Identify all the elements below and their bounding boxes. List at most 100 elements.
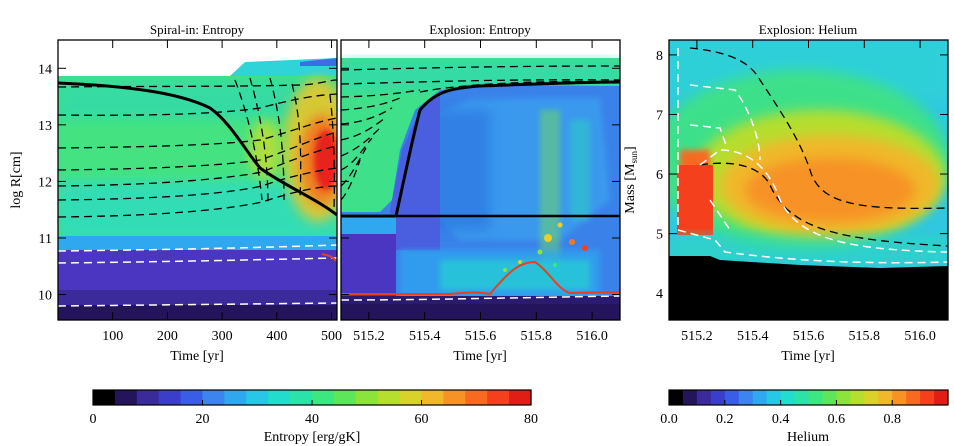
colorbar-swatch — [202, 390, 225, 405]
x-tick-label: 300 — [212, 329, 233, 344]
x-tick-label: 516.0 — [576, 329, 608, 344]
xlabel-b: Time [yr] — [453, 349, 507, 364]
ylabel-c-sub: sun — [629, 151, 639, 164]
colorbar-swatch — [892, 390, 907, 405]
title-a: Spiral-in: Entropy — [150, 22, 245, 37]
tick-labels: 100 200 300 400 500 10 11 12 13 14 515.2 515.4 515.6… — [38, 49, 936, 344]
colorbar-swatch — [766, 390, 782, 405]
heatmap-a — [58, 40, 337, 320]
x-tick-label: 400 — [266, 329, 287, 344]
colorbar-swatch — [920, 390, 935, 405]
colorbar-swatch — [268, 390, 291, 405]
colorbar-swatch — [864, 390, 879, 405]
ylabel-a: log R[cm] — [9, 151, 24, 208]
colorbar-swatch — [158, 390, 182, 405]
y-tick-label: 7 — [656, 108, 663, 123]
xlabel-c: Time [yr] — [781, 349, 835, 364]
colorbar-swatch — [696, 390, 712, 405]
colorbar-tick-label: 0.4 — [772, 412, 790, 427]
colorbar-tick-label: 0.8 — [883, 412, 901, 427]
colorbar-swatch — [377, 390, 401, 405]
thick-black-curve-a — [58, 81, 337, 217]
colorbar-swatch — [290, 390, 313, 405]
colorbar-swatch — [710, 390, 726, 405]
colorbar-tick-label: 20 — [196, 412, 210, 427]
colorbar-entropy: 0 20 40 60 80 Entropy [erg/gK] — [90, 389, 538, 445]
colorbar-helium: 0.0 0.2 0.4 0.6 0.8 Helium — [660, 389, 949, 445]
ticks-a — [58, 40, 337, 320]
y-tick-label: 11 — [39, 232, 52, 247]
panel-explosion-helium — [668, 39, 949, 321]
colorbar-tick-label: 80 — [524, 412, 538, 427]
colorbar-swatch — [246, 390, 269, 405]
x-tick-label: 100 — [102, 329, 123, 344]
colorbar-helium-label: Helium — [787, 430, 829, 445]
colorbar-tick-label: 0.6 — [828, 412, 846, 427]
hot-spots-b — [503, 222, 588, 272]
ticks-c — [669, 40, 948, 320]
y-tick-label: 12 — [38, 175, 52, 190]
y-tick-label: 6 — [656, 168, 663, 183]
red-line-b — [341, 260, 620, 296]
title-b: Explosion: Entropy — [429, 22, 531, 37]
colorbar-swatch — [850, 390, 865, 405]
panel-explosion-entropy — [340, 39, 621, 321]
y-tick-label: 4 — [656, 287, 663, 302]
x-tick-label: 515.4 — [737, 329, 769, 344]
colorbar-swatch — [487, 390, 510, 405]
x-tick-label: 515.2 — [353, 329, 385, 344]
colorbar-swatch — [224, 390, 247, 405]
colorbar-swatch — [724, 390, 740, 405]
colorbar-tick-label: 0.0 — [660, 412, 678, 427]
colorbar-swatch — [682, 390, 698, 405]
colorbar-swatch — [669, 390, 684, 405]
colorbar-swatch — [822, 390, 837, 405]
y-tick-label: 14 — [38, 62, 52, 77]
y-tick-label: 13 — [38, 119, 52, 134]
colorbar-swatch — [180, 390, 204, 405]
colorbar-swatch — [808, 390, 824, 405]
x-tick-label: 515.6 — [793, 329, 825, 344]
colorbar-swatch — [399, 390, 423, 405]
x-tick-label: 515.2 — [681, 329, 713, 344]
colorbar-swatch — [93, 390, 116, 405]
colorbar-tick-label: 40 — [305, 412, 319, 427]
ylabel-c-close: ] — [623, 146, 638, 151]
y-tick-label: 5 — [656, 228, 663, 243]
ylabel-c-main: Mass [M — [623, 163, 638, 214]
colorbar-tick-label: 60 — [415, 412, 429, 427]
x-tick-label: 515.8 — [521, 329, 553, 344]
colorbar-swatch — [836, 390, 851, 405]
colorbar-swatch — [752, 390, 768, 405]
colorbar-tick-label: 0.2 — [716, 412, 734, 427]
x-tick-label: 516.0 — [904, 329, 936, 344]
colorbar-entropy-label: Entropy [erg/gK] — [264, 430, 361, 445]
title-c: Explosion: Helium — [759, 22, 858, 37]
colorbar-swatch — [443, 390, 466, 405]
ticks-b — [341, 40, 620, 320]
heatmap-c — [669, 40, 948, 320]
colorbar-swatch — [780, 390, 796, 405]
red-line-a — [321, 253, 337, 262]
colorbar-swatch — [878, 390, 893, 405]
colorbar-tick-label: 0 — [90, 412, 97, 427]
x-tick-label: 200 — [157, 329, 178, 344]
xlabel-a: Time [yr] — [170, 349, 224, 364]
x-tick-label: 515.6 — [465, 329, 497, 344]
colorbar-swatch — [794, 390, 810, 405]
thick-black-curve-b — [341, 80, 620, 218]
panel-spiral-in-entropy — [57, 39, 338, 321]
colorbar-swatch — [906, 390, 921, 405]
colorbar-swatch — [114, 390, 138, 405]
x-tick-label: 515.4 — [409, 329, 441, 344]
colorbar-swatch — [465, 390, 488, 405]
colorbar-swatch — [333, 390, 357, 405]
colorbar-swatch — [509, 390, 532, 405]
x-tick-label: 515.8 — [849, 329, 881, 344]
ylabel-c: Mass [Msun] — [623, 146, 639, 213]
colorbar-swatch — [738, 390, 754, 405]
colorbar-swatch — [136, 390, 160, 405]
colorbar-swatch — [934, 390, 949, 405]
y-tick-label: 10 — [38, 289, 52, 304]
